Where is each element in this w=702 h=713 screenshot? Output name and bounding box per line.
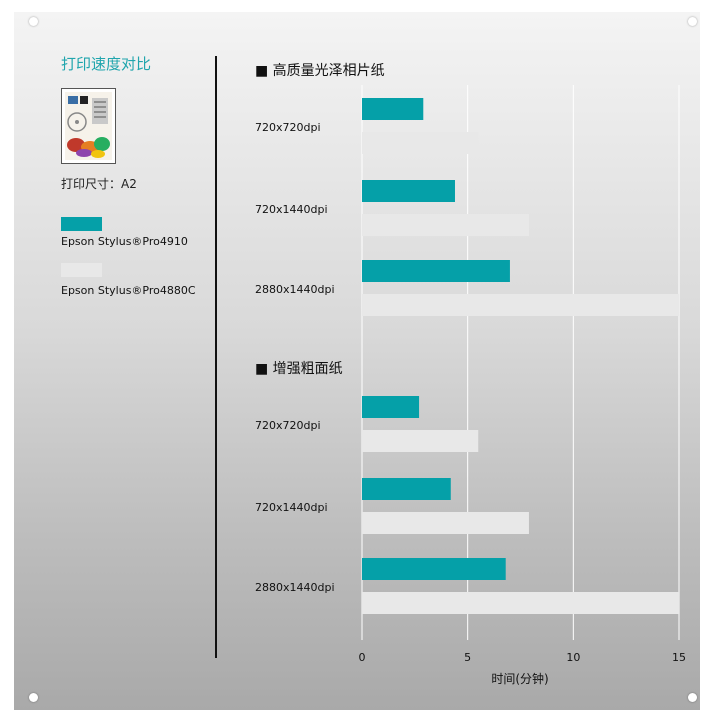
print-size-label: 打印尺寸：A2 <box>61 177 137 191</box>
legend-label-pro4880c: Epson Stylus®Pro4880C <box>61 284 196 297</box>
rivet-bottom-left <box>29 693 38 702</box>
category-label-1-0: 720x720dpi <box>255 419 321 432</box>
x-tick-label-2: 10 <box>566 651 580 664</box>
legend-swatch-pro4880c <box>61 263 102 277</box>
legend-swatch-pro4910 <box>61 217 102 231</box>
sample-print-image <box>65 92 112 160</box>
x-axis: 0 5 10 15 时间(分钟) <box>359 651 687 686</box>
category-label-0-0: 720x720dpi <box>255 121 321 134</box>
x-tick-label-3: 15 <box>672 651 686 664</box>
x-tick-label-0: 0 <box>359 651 366 664</box>
category-label-1-2: 2880x1440dpi <box>255 581 335 594</box>
rivet-top-left <box>29 17 38 26</box>
bar-0-0-0 <box>362 98 424 120</box>
group-title-1: ■ 增强粗面纸 <box>255 361 343 377</box>
chart-group-1: ■ 增强粗面纸 720x720dpi 720x1440dpi 2880x1440dpi <box>255 361 679 614</box>
bar-1-0-0 <box>362 396 420 418</box>
bar-0-2-0 <box>362 260 510 282</box>
bar-1-1-1 <box>362 512 529 534</box>
vertical-divider <box>215 56 217 658</box>
group-title-0: ■ 高质量光泽相片纸 <box>255 62 385 79</box>
chart-groups: ■ 高质量光泽相片纸 720x720dpi 720x1440dpi 2880x1440… <box>255 62 679 614</box>
sample-print-thumbnail <box>61 88 116 164</box>
category-label-1-1: 720x1440dpi <box>255 501 328 514</box>
bar-1-1-0 <box>362 478 451 500</box>
bar-0-1-1 <box>362 214 529 236</box>
x-axis-label: 时间(分钟) <box>491 671 548 686</box>
bar-0-0-1 <box>362 132 479 154</box>
bar-0-2-1 <box>362 294 679 316</box>
sidebar-title: 打印速度对比 <box>61 55 152 73</box>
chart-group-0: ■ 高质量光泽相片纸 720x720dpi 720x1440dpi 2880x1440… <box>255 62 679 316</box>
category-label-0-1: 720x1440dpi <box>255 203 328 216</box>
x-tick-label-1: 5 <box>464 651 471 664</box>
category-label-0-2: 2880x1440dpi <box>255 283 335 296</box>
bar-1-0-1 <box>362 430 479 452</box>
bar-1-2-1 <box>362 592 679 614</box>
legend-label-pro4910: Epson Stylus®Pro4910 <box>61 235 188 248</box>
bar-1-2-0 <box>362 558 506 580</box>
rivet-top-right <box>688 17 697 26</box>
rivet-bottom-right <box>688 693 697 702</box>
bar-0-1-0 <box>362 180 455 202</box>
chart-grid <box>361 85 680 640</box>
